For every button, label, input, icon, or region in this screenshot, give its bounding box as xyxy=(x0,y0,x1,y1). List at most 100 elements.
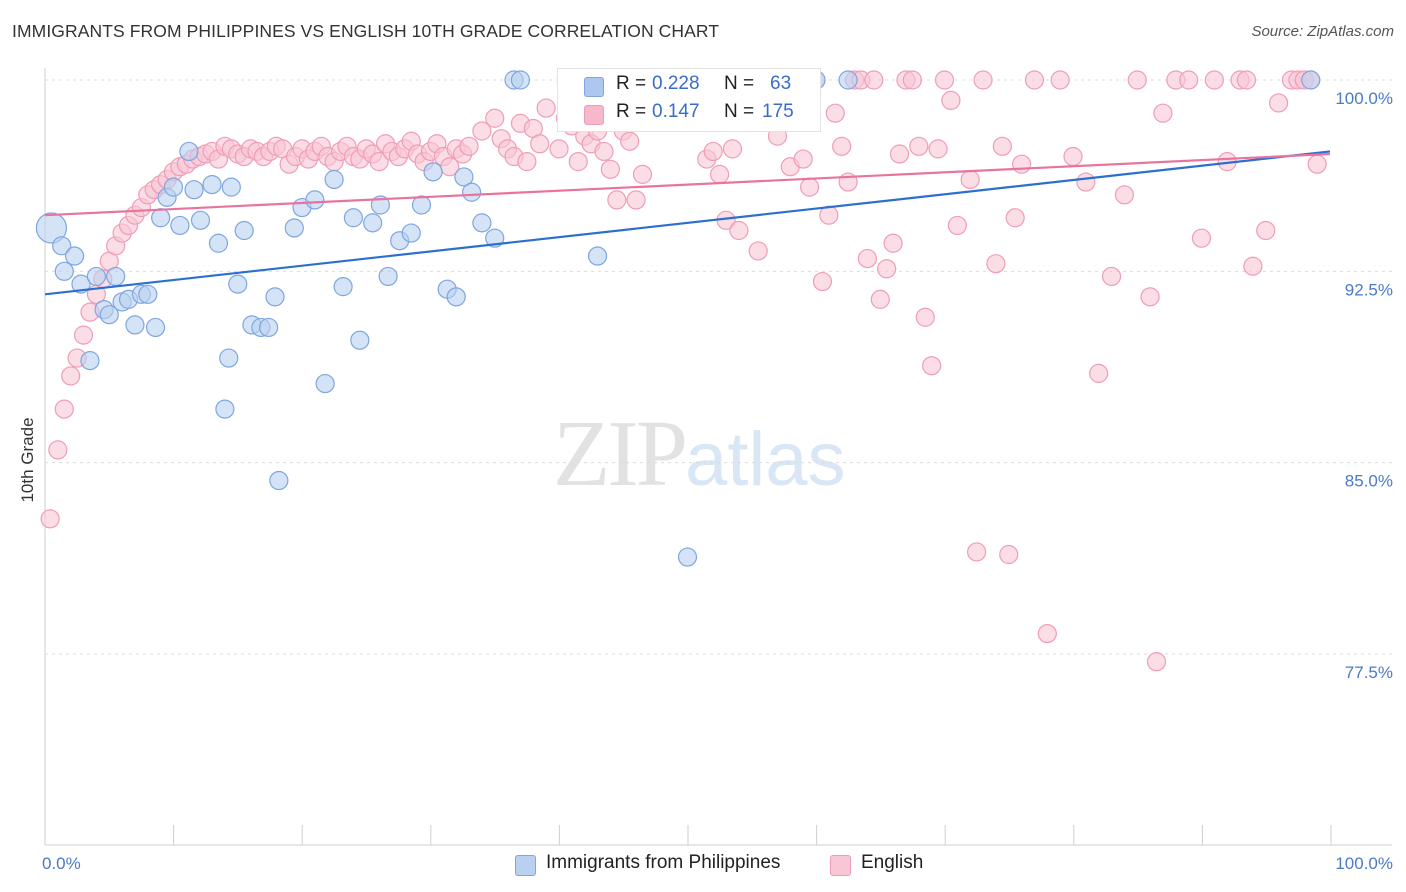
philippines-point xyxy=(228,274,248,294)
philippines-point xyxy=(363,213,383,233)
philippines-point xyxy=(215,399,235,419)
english-point xyxy=(1011,154,1032,174)
english-point xyxy=(600,159,621,179)
philippines-point xyxy=(265,287,285,307)
philippines-point xyxy=(510,70,531,90)
english-point xyxy=(1153,103,1173,123)
english-point xyxy=(1024,70,1045,90)
legend-swatch-blue xyxy=(584,77,604,97)
english-point xyxy=(1114,185,1135,205)
philippines-point xyxy=(485,228,505,248)
english-point xyxy=(1243,256,1263,276)
legend-n-value: 63 xyxy=(770,73,792,94)
english-point xyxy=(857,248,878,269)
philippines-point xyxy=(170,215,190,236)
english-point xyxy=(607,190,627,210)
chart-source: Source: ZipAtlas.com xyxy=(1251,23,1394,40)
english-point xyxy=(1140,287,1160,307)
english-point xyxy=(832,136,852,156)
english-point xyxy=(1101,266,1122,287)
english-point xyxy=(909,136,929,156)
watermark: ZIPatlas xyxy=(553,400,846,508)
english-point xyxy=(48,440,68,460)
english-point xyxy=(1268,93,1289,113)
philippines-point xyxy=(234,220,254,241)
english-point xyxy=(1256,220,1276,241)
legend-row-english: R = 0.147 N = 175 xyxy=(558,101,820,131)
philippines-point xyxy=(52,236,72,256)
english-point xyxy=(825,103,845,123)
english-point xyxy=(620,131,640,151)
english-point xyxy=(729,220,749,241)
tick-labels: 100.0% 92.5% 85.0% 77.5% 0.0% 100.0% xyxy=(42,89,1393,873)
chart-title: IMMIGRANTS FROM PHILIPPINES VS ENGLISH 1… xyxy=(12,21,720,41)
legend-n-key: N = xyxy=(724,101,755,122)
english-point xyxy=(549,139,569,159)
english-point xyxy=(1204,70,1224,90)
english-point xyxy=(703,141,723,162)
series-legend: Immigrants from Philippines English xyxy=(0,852,1406,878)
legend-label-philippines: Immigrants from Philippines xyxy=(546,852,781,873)
y-tick-label: 92.5% xyxy=(1345,280,1393,299)
english-point xyxy=(947,215,967,236)
english-point xyxy=(626,190,646,210)
philippines-point xyxy=(315,373,335,394)
philippines-point xyxy=(462,182,482,202)
y-tick-label: 85.0% xyxy=(1345,472,1393,491)
philippines-point xyxy=(179,141,199,162)
legend-r-value: 0.147 xyxy=(652,101,700,122)
english-point xyxy=(1236,70,1257,90)
english-point xyxy=(61,366,81,386)
legend-r-key: R = xyxy=(616,101,647,122)
philippines-points xyxy=(35,70,1321,567)
y-tick-label: 100.0% xyxy=(1335,89,1393,108)
english-point xyxy=(870,289,890,309)
english-points xyxy=(40,70,1327,672)
philippines-point xyxy=(202,174,222,195)
philippines-point xyxy=(677,547,698,567)
english-point xyxy=(517,152,537,172)
english-point xyxy=(1179,70,1199,90)
legend-row-philippines: R = 0.228 N = 63 xyxy=(558,73,820,103)
watermark-atlas: atlas xyxy=(685,417,846,502)
philippines-point xyxy=(333,277,353,297)
english-point xyxy=(1063,146,1083,167)
philippines-point xyxy=(221,177,241,197)
english-point xyxy=(1050,70,1070,90)
legend-n-value: 175 xyxy=(762,101,794,122)
philippines-point xyxy=(138,284,158,304)
philippines-point xyxy=(284,218,304,238)
english-point xyxy=(941,90,961,111)
english-point xyxy=(967,542,987,562)
english-point xyxy=(568,152,588,172)
philippines-point xyxy=(184,180,204,200)
philippines-point xyxy=(163,177,184,197)
legend-swatch-pink xyxy=(584,105,604,125)
english-point xyxy=(472,121,492,141)
english-point xyxy=(54,399,74,419)
philippines-trend-line xyxy=(44,150,1331,296)
english-point xyxy=(883,233,903,253)
philippines-point xyxy=(151,208,171,228)
english-point xyxy=(73,325,94,345)
philippines-point xyxy=(71,274,91,294)
philippines-point xyxy=(324,169,344,190)
philippines-point xyxy=(190,210,211,230)
philippines-point xyxy=(423,162,443,182)
legend-label-english: English xyxy=(861,852,924,873)
english-point xyxy=(960,169,980,190)
english-point xyxy=(1307,154,1327,174)
y-tick-label: 77.5% xyxy=(1345,663,1393,682)
x-tick-label: 0.0% xyxy=(42,854,81,873)
x-tick-label: 100.0% xyxy=(1335,854,1393,873)
english-point xyxy=(369,152,389,172)
legend-swatch-blue xyxy=(515,855,536,876)
english-point xyxy=(632,164,653,184)
english-point xyxy=(812,271,833,292)
philippines-point xyxy=(1301,70,1321,90)
axes xyxy=(44,68,1392,846)
english-point xyxy=(1076,172,1096,192)
philippines-point xyxy=(378,266,398,287)
legend-n-key: N = xyxy=(724,73,755,94)
